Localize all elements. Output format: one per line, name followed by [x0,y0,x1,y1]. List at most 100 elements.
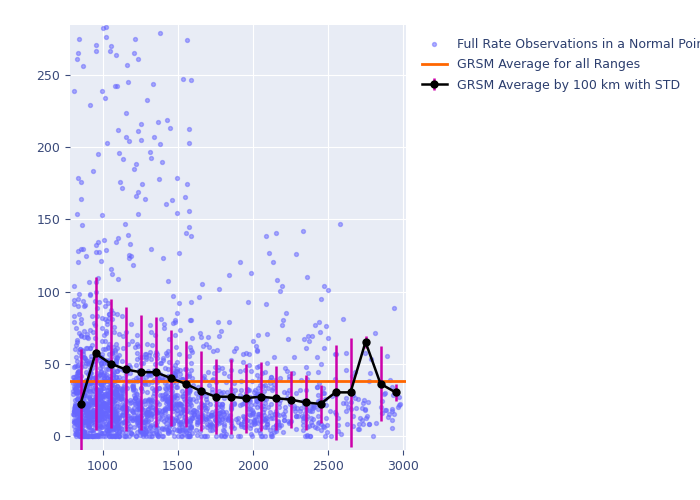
Full Rate Observations in a Normal Point [307,407,318,415]
Full Rate Observations in a Normal Point [148,386,159,394]
Full Rate Observations in a Normal Point [80,408,92,416]
Full Rate Observations in a Normal Point [154,140,165,148]
Full Rate Observations in a Normal Point [238,350,249,358]
Full Rate Observations in a Normal Point [329,408,340,416]
Full Rate Observations in a Normal Point [170,379,181,387]
Full Rate Observations in a Normal Point [73,409,84,417]
Full Rate Observations in a Normal Point [76,428,88,436]
Full Rate Observations in a Normal Point [139,378,150,386]
Full Rate Observations in a Normal Point [92,391,103,399]
Full Rate Observations in a Normal Point [139,418,150,426]
Full Rate Observations in a Normal Point [74,414,85,422]
Full Rate Observations in a Normal Point [128,382,139,390]
Full Rate Observations in a Normal Point [172,209,183,217]
Full Rate Observations in a Normal Point [191,408,202,416]
Full Rate Observations in a Normal Point [206,422,217,430]
Full Rate Observations in a Normal Point [105,416,116,424]
Full Rate Observations in a Normal Point [113,404,125,411]
Full Rate Observations in a Normal Point [116,394,127,402]
Full Rate Observations in a Normal Point [99,417,110,425]
Full Rate Observations in a Normal Point [314,318,325,326]
Full Rate Observations in a Normal Point [93,394,104,402]
Full Rate Observations in a Normal Point [347,412,358,420]
Full Rate Observations in a Normal Point [100,390,111,398]
Full Rate Observations in a Normal Point [105,392,116,400]
Full Rate Observations in a Normal Point [245,424,256,432]
Full Rate Observations in a Normal Point [182,386,193,394]
Full Rate Observations in a Normal Point [146,245,157,253]
Full Rate Observations in a Normal Point [113,126,124,134]
Full Rate Observations in a Normal Point [179,413,190,421]
Full Rate Observations in a Normal Point [206,408,218,416]
Full Rate Observations in a Normal Point [96,358,107,366]
Full Rate Observations in a Normal Point [85,378,97,386]
Full Rate Observations in a Normal Point [68,387,79,395]
Full Rate Observations in a Normal Point [73,388,84,396]
Full Rate Observations in a Normal Point [305,402,316,409]
Full Rate Observations in a Normal Point [137,418,148,426]
Full Rate Observations in a Normal Point [113,351,125,359]
Full Rate Observations in a Normal Point [151,408,162,416]
Full Rate Observations in a Normal Point [78,390,90,398]
Full Rate Observations in a Normal Point [142,396,153,404]
Full Rate Observations in a Normal Point [212,415,223,423]
Full Rate Observations in a Normal Point [198,372,209,380]
Full Rate Observations in a Normal Point [72,374,83,382]
Full Rate Observations in a Normal Point [170,382,181,390]
Full Rate Observations in a Normal Point [124,251,135,259]
Full Rate Observations in a Normal Point [173,426,184,434]
Full Rate Observations in a Normal Point [91,288,102,296]
Full Rate Observations in a Normal Point [99,390,110,398]
Full Rate Observations in a Normal Point [78,426,90,434]
Full Rate Observations in a Normal Point [74,376,85,384]
Full Rate Observations in a Normal Point [140,408,151,416]
Full Rate Observations in a Normal Point [167,414,178,422]
Full Rate Observations in a Normal Point [297,421,308,429]
Full Rate Observations in a Normal Point [104,372,116,380]
Full Rate Observations in a Normal Point [160,423,172,431]
Full Rate Observations in a Normal Point [71,390,83,398]
Full Rate Observations in a Normal Point [236,420,247,428]
Full Rate Observations in a Normal Point [94,372,106,380]
Full Rate Observations in a Normal Point [244,416,256,424]
Full Rate Observations in a Normal Point [71,425,82,433]
Full Rate Observations in a Normal Point [91,416,102,424]
Full Rate Observations in a Normal Point [111,372,122,380]
Full Rate Observations in a Normal Point [106,406,118,414]
Full Rate Observations in a Normal Point [278,316,289,324]
Full Rate Observations in a Normal Point [172,367,183,375]
Full Rate Observations in a Normal Point [103,398,114,406]
Full Rate Observations in a Normal Point [295,376,307,384]
Full Rate Observations in a Normal Point [354,425,365,433]
Full Rate Observations in a Normal Point [205,412,216,420]
Full Rate Observations in a Normal Point [94,405,106,413]
Full Rate Observations in a Normal Point [386,383,398,391]
Full Rate Observations in a Normal Point [104,378,116,386]
Full Rate Observations in a Normal Point [265,379,276,387]
Full Rate Observations in a Normal Point [85,416,96,424]
Full Rate Observations in a Normal Point [111,357,122,365]
Full Rate Observations in a Normal Point [134,428,146,436]
Full Rate Observations in a Normal Point [74,419,85,427]
Full Rate Observations in a Normal Point [165,420,176,428]
Full Rate Observations in a Normal Point [85,369,96,377]
Full Rate Observations in a Normal Point [244,406,256,413]
Full Rate Observations in a Normal Point [93,424,104,432]
Full Rate Observations in a Normal Point [76,424,87,432]
Full Rate Observations in a Normal Point [318,344,330,352]
Full Rate Observations in a Normal Point [99,338,111,345]
Full Rate Observations in a Normal Point [94,379,105,387]
Full Rate Observations in a Normal Point [110,376,121,384]
Full Rate Observations in a Normal Point [376,397,387,405]
Full Rate Observations in a Normal Point [315,360,326,368]
Full Rate Observations in a Normal Point [197,415,208,423]
Full Rate Observations in a Normal Point [116,400,127,408]
Full Rate Observations in a Normal Point [132,340,143,348]
Full Rate Observations in a Normal Point [183,430,195,438]
Full Rate Observations in a Normal Point [113,422,124,430]
Full Rate Observations in a Normal Point [89,432,100,440]
Full Rate Observations in a Normal Point [104,410,115,418]
Full Rate Observations in a Normal Point [122,232,134,239]
Full Rate Observations in a Normal Point [109,432,120,440]
Full Rate Observations in a Normal Point [160,396,171,404]
